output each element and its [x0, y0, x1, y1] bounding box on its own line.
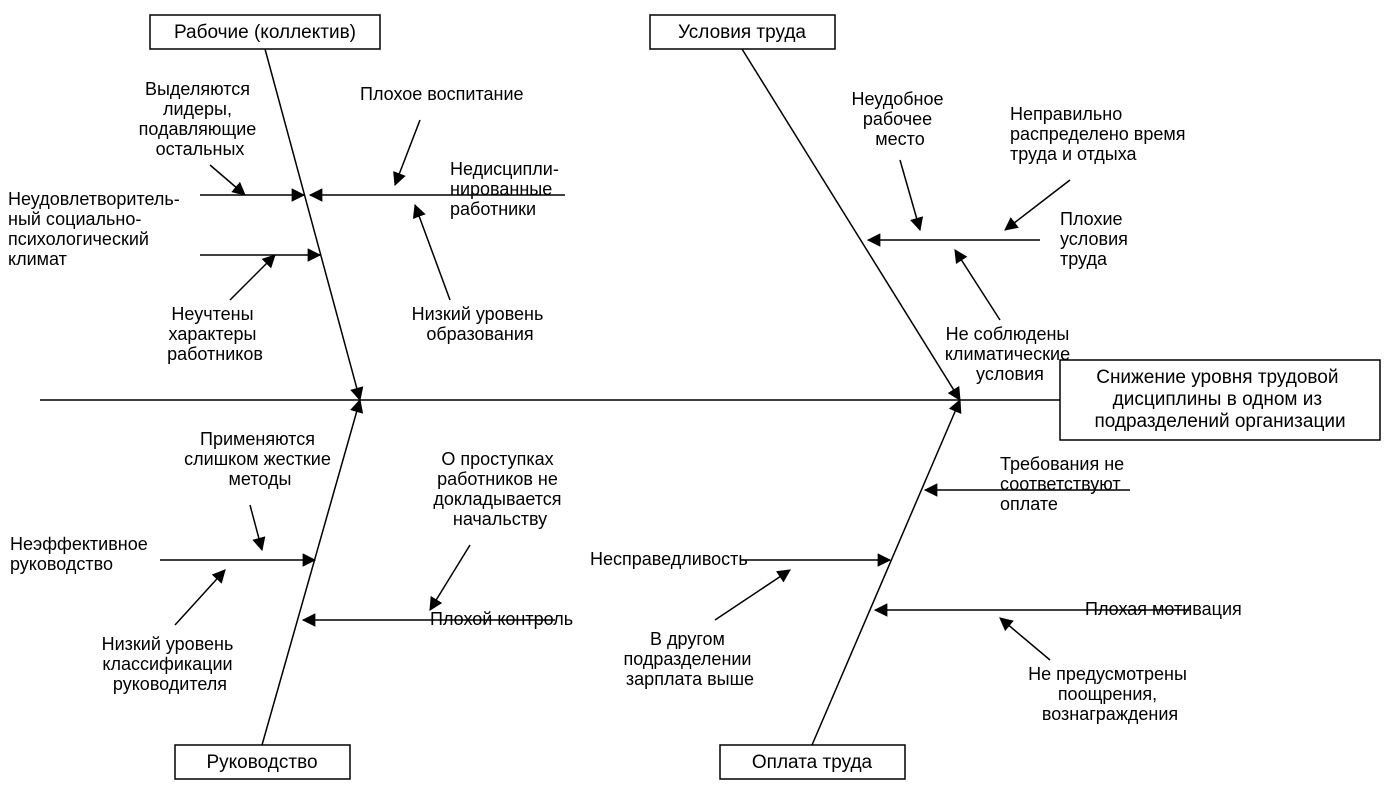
text-c4: Неудовлетворитель- ный социально- психол… [8, 189, 185, 269]
text-c13: Неэффективное руководство [10, 534, 153, 574]
category-label-workers: Рабочие (коллектив) [174, 22, 356, 43]
sub-c5 [230, 255, 275, 300]
text-c19: Плохая мотивация [1085, 599, 1242, 619]
sub-c15 [175, 570, 225, 625]
category-label-management: Руководство [206, 752, 317, 773]
sub-c11 [250, 505, 262, 550]
text-c12: О проступках работников не докладывается… [433, 449, 566, 529]
text-c18: В другом подразделении зарплата выше [623, 629, 756, 689]
text-c15: Низкий уровень классификации руководител… [102, 634, 239, 694]
sub-c10 [955, 250, 1000, 320]
text-c3: Недисципли- нированные работники [450, 159, 564, 219]
sub-c6 [415, 205, 450, 300]
text-c10: Не соблюдены климатические условия [945, 324, 1075, 384]
text-c1: Выделяются лидеры, подавляющие остальных [139, 79, 262, 159]
category-label-pay: Оплата труда [752, 752, 873, 773]
bone-pay [812, 400, 960, 745]
text-c2: Плохое воспитание [360, 84, 524, 104]
sub-c2 [395, 120, 420, 185]
text-c20: Не предусмотрены поощрения, вознагражден… [1028, 664, 1192, 724]
bone-workers [265, 49, 360, 400]
category-label-conditions: Условия труда [678, 22, 806, 43]
sub-c20 [1000, 618, 1050, 660]
sub-c12 [430, 545, 470, 610]
sub-c7 [900, 160, 920, 230]
effect-text: Снижение уровня трудовой дисциплины в од… [1094, 367, 1345, 432]
text-c9: Плохие условия труда [1060, 209, 1133, 269]
text-c16: Несправедливость [590, 549, 748, 569]
text-c6: Низкий уровень образования [412, 304, 549, 344]
text-c11: Применяются слишком жесткие методы [184, 429, 336, 489]
text-c17: Требования не соответствуют оплате [1000, 454, 1129, 514]
text-c5: Неучтены характеры работников [167, 304, 263, 364]
sub-c1 [210, 165, 245, 195]
text-c7: Неудобное рабочее место [851, 89, 948, 149]
text-c14: Плохой контроль [430, 609, 573, 629]
text-c8: Неправильно распределено время труда и о… [1010, 104, 1191, 164]
sub-c18 [715, 570, 790, 620]
